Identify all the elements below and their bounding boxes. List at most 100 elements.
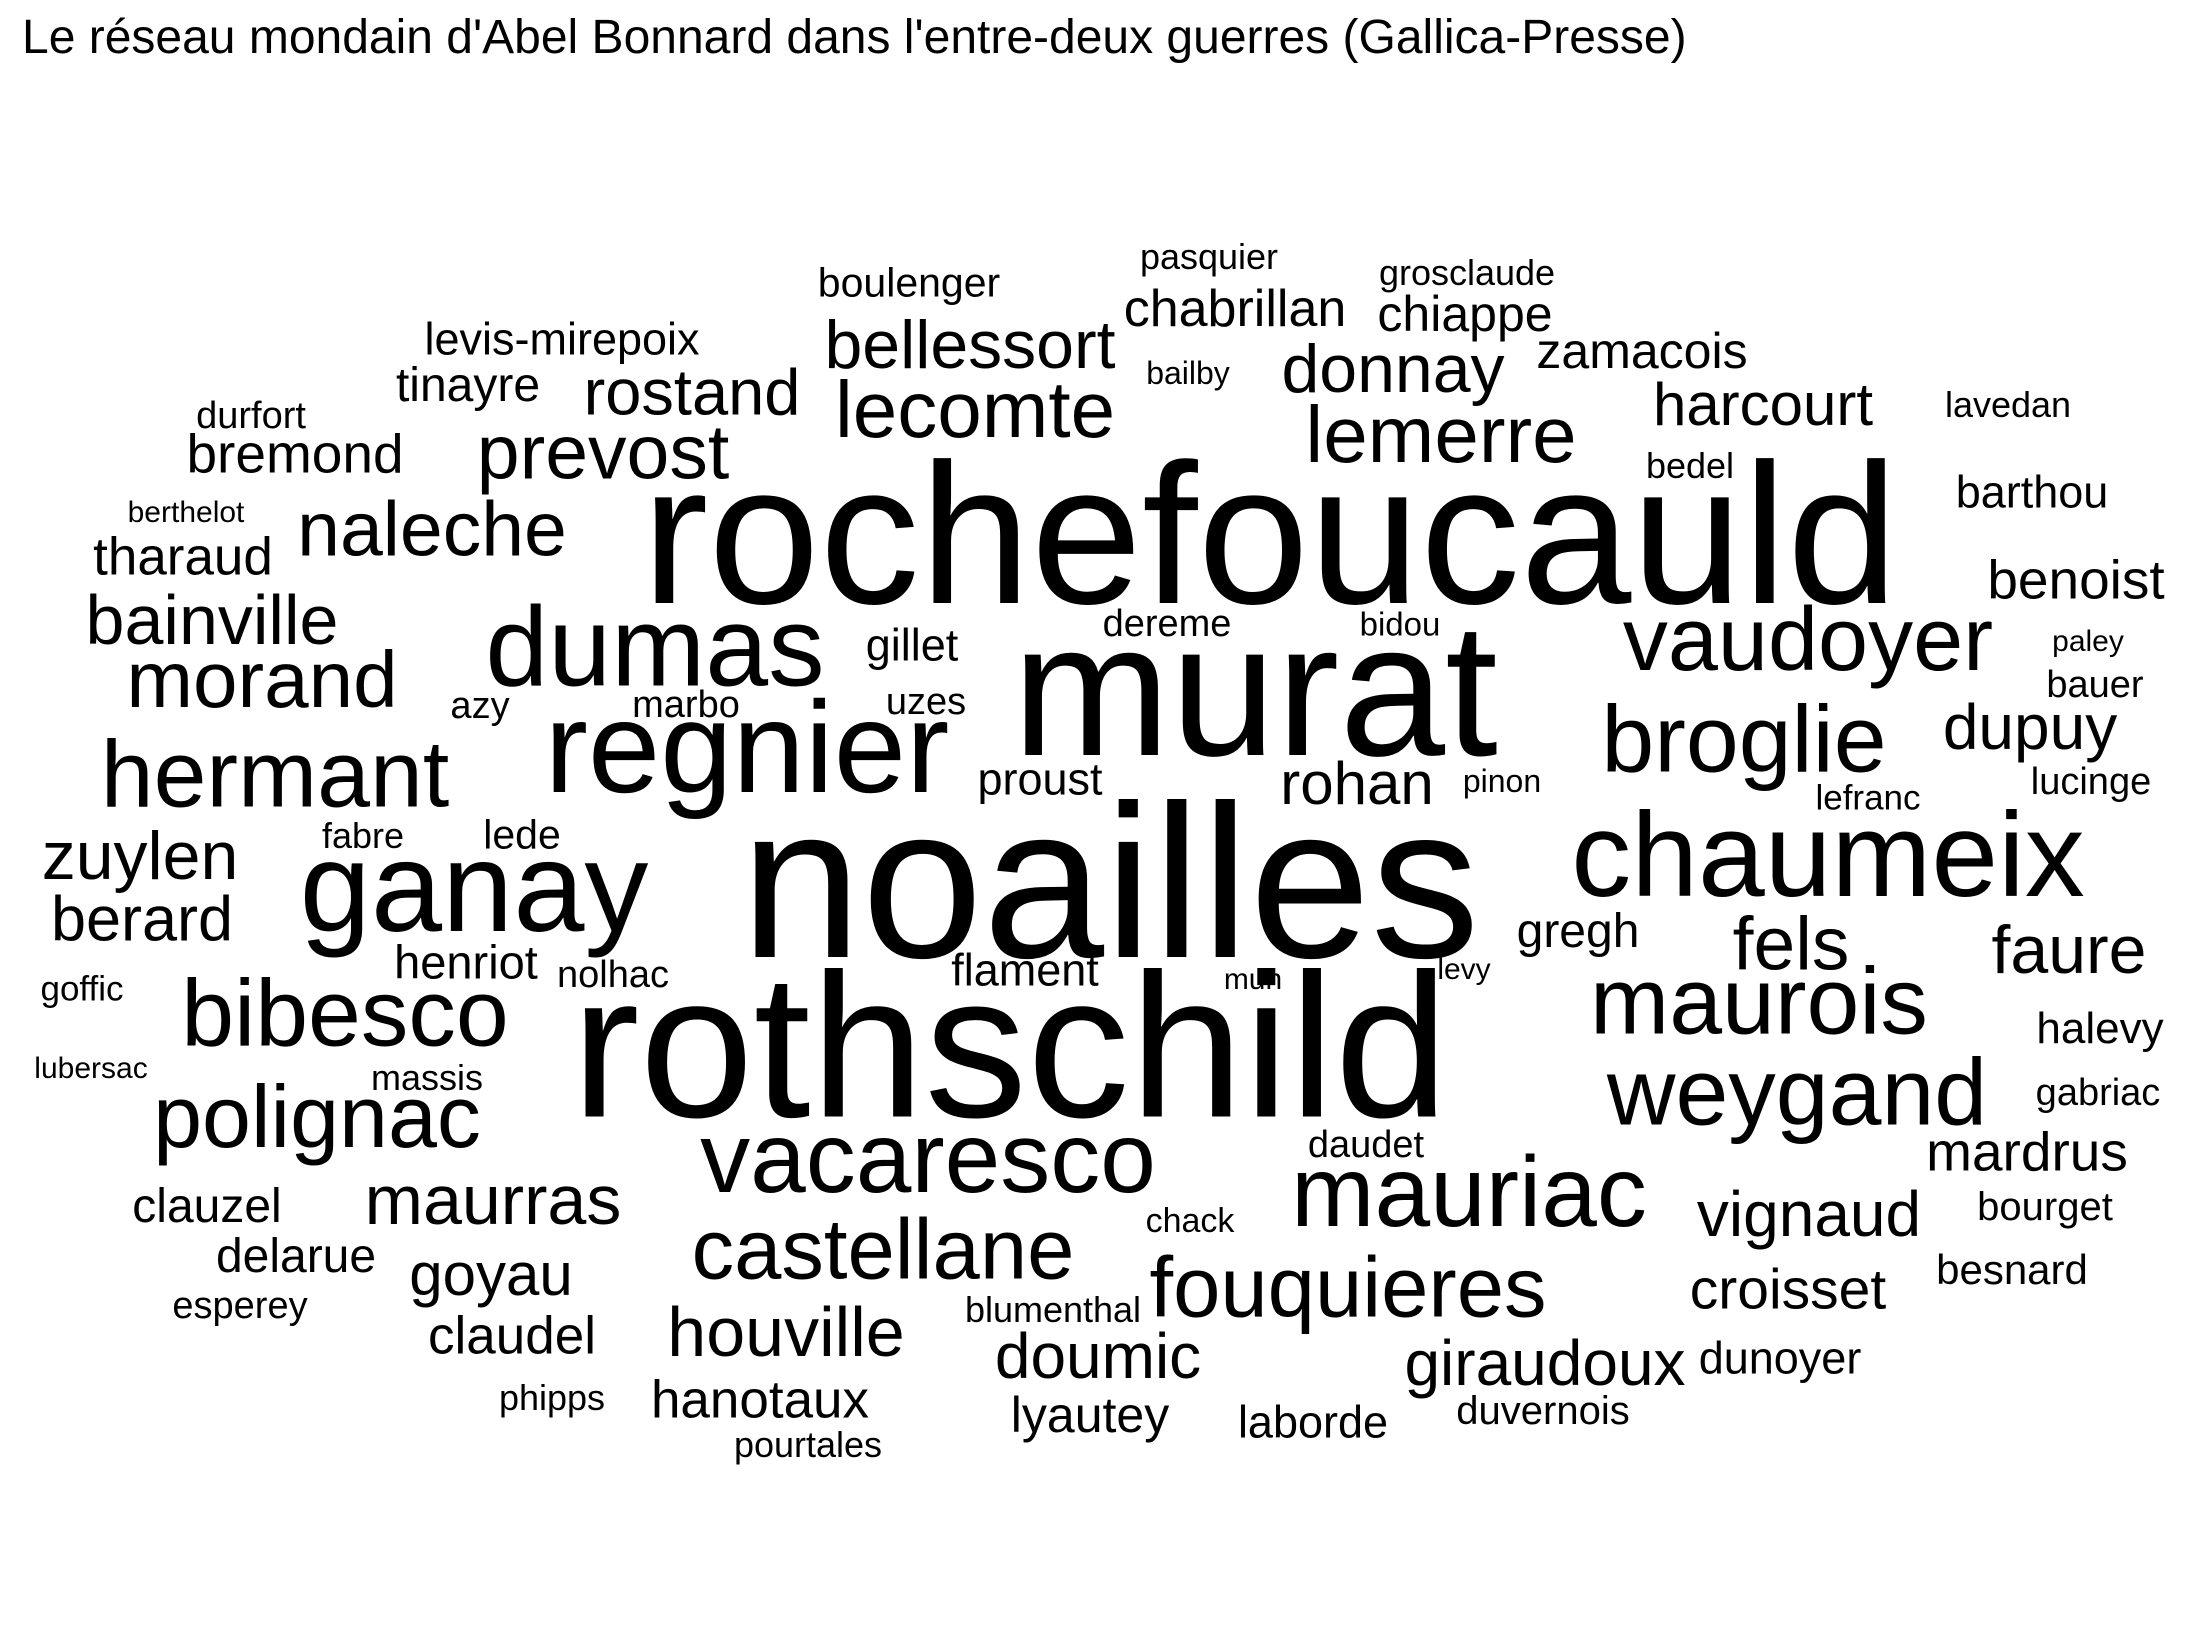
word-prevost: prevost xyxy=(476,409,730,496)
word-tinayre: tinayre xyxy=(395,359,541,412)
word-bellessort: bellessort xyxy=(824,307,1116,383)
word-halevy: halevy xyxy=(2036,1004,2164,1053)
word-bremond: bremond xyxy=(186,422,404,485)
word-goffic: goffic xyxy=(40,969,124,1009)
word-massis: massis xyxy=(370,1057,484,1098)
word-chiappe: chiappe xyxy=(1377,286,1553,342)
word-lede: lede xyxy=(483,811,561,858)
word-delarue: delarue xyxy=(215,1230,377,1283)
word-doumic: doumic xyxy=(994,1320,1202,1392)
word-dumas: dumas xyxy=(485,583,825,710)
word-blumenthal: blumenthal xyxy=(964,1289,1142,1330)
word-hermant: hermant xyxy=(100,721,450,828)
word-noailles: noailles xyxy=(740,761,1480,1004)
word-fels: fels xyxy=(1732,901,1850,986)
word-claudel: claudel xyxy=(428,1306,596,1366)
word-lecomte: lecomte xyxy=(834,365,1116,454)
word-berard: berard xyxy=(50,884,234,955)
word-chabrillan: chabrillan xyxy=(1123,280,1347,338)
word-levis-mirepoix: levis-mirepoix xyxy=(424,313,700,365)
word-mun: mun xyxy=(1223,963,1283,996)
word-henriot: henriot xyxy=(394,935,538,989)
word-gillet: gillet xyxy=(865,619,959,671)
word-faure: faure xyxy=(1991,912,2147,988)
word-esperey: esperey xyxy=(172,1285,308,1327)
word-dunoyer: dunoyer xyxy=(1698,1332,1862,1384)
word-lucinge: lucinge xyxy=(2030,761,2152,803)
word-fouquieres: fouquieres xyxy=(1149,1240,1547,1336)
word-grosclaude: grosclaude xyxy=(1378,252,1556,293)
word-rothschild: rothschild xyxy=(571,931,1449,1161)
word-rostand: rostand xyxy=(583,355,801,429)
word-lefranc: lefranc xyxy=(1815,778,1921,818)
word-vignaud: vignaud xyxy=(1696,1178,1922,1250)
word-berthelot: berthelot xyxy=(127,496,245,529)
word-flament: flament xyxy=(951,944,1099,996)
word-marbo: marbo xyxy=(632,684,740,726)
word-pourtales: pourtales xyxy=(733,1424,883,1465)
word-laborde: laborde xyxy=(1237,1396,1389,1448)
word-pinon: pinon xyxy=(1462,763,1542,799)
word-nolhac: nolhac xyxy=(557,954,669,996)
word-castellane: castellane xyxy=(691,1202,1075,1298)
word-croisset: croisset xyxy=(1689,1257,1887,1322)
word-fabre: fabre xyxy=(321,815,405,856)
word-bidou: bidou xyxy=(1359,605,1441,643)
word-weygand: weygand xyxy=(1606,1039,1988,1146)
word-zuylen: zuylen xyxy=(41,818,239,894)
word-gabriac: gabriac xyxy=(2035,1072,2161,1114)
word-tharaud: tharaud xyxy=(93,527,273,587)
word-azy: azy xyxy=(450,685,510,727)
word-bibesco: bibesco xyxy=(181,960,509,1067)
word-hanotaux: hanotaux xyxy=(650,1370,870,1430)
word-bainville: bainville xyxy=(85,581,339,659)
word-uzes: uzes xyxy=(885,681,967,723)
word-mauriac: mauriac xyxy=(1291,1136,1647,1248)
word-vaudoyer: vaudoyer xyxy=(1622,590,1994,690)
word-besnard: besnard xyxy=(1936,1246,2088,1293)
word-lubersac: lubersac xyxy=(34,1052,148,1085)
word-donnay: donnay xyxy=(1281,331,1505,407)
word-zamacois: zamacois xyxy=(1536,323,1748,379)
word-vacaresco: vacaresco xyxy=(700,1102,1156,1214)
word-paley: paley xyxy=(2052,625,2124,658)
word-proust: proust xyxy=(977,753,1103,805)
word-benoist: benoist xyxy=(1987,548,2165,611)
word-harcourt: harcourt xyxy=(1652,371,1874,438)
word-morand: morand xyxy=(126,635,398,724)
word-regnier: regnier xyxy=(544,674,950,820)
word-bauer: bauer xyxy=(2046,664,2144,706)
word-durfort: durfort xyxy=(196,395,306,437)
word-maurras: maurras xyxy=(364,1161,622,1239)
word-lemerre: lemerre xyxy=(1305,390,1577,479)
word-boulenger: boulenger xyxy=(817,259,1001,306)
page-title: Le réseau mondain d'Abel Bonnard dans l'… xyxy=(22,11,1687,64)
word-rochefoucauld: rochefoucauld xyxy=(641,423,1899,646)
word-mardrus: mardrus xyxy=(1926,1120,2128,1183)
word-bourget: bourget xyxy=(1977,1185,2113,1229)
word-clauzel: clauzel xyxy=(132,1180,282,1233)
word-murat: murat xyxy=(1012,584,1498,796)
word-duvernois: duvernois xyxy=(1456,1389,1630,1433)
word-pasquier: pasquier xyxy=(1139,236,1279,277)
word-broglie: broglie xyxy=(1601,686,1887,793)
word-phipps: phipps xyxy=(498,1377,606,1418)
word-lavedan: lavedan xyxy=(1944,384,2072,425)
word-giraudoux: giraudoux xyxy=(1404,1327,1686,1399)
word-levy: levy xyxy=(1437,953,1491,986)
word-dereme: dereme xyxy=(1102,603,1232,645)
word-polignac: polignac xyxy=(153,1067,481,1166)
word-dupuy: dupuy xyxy=(1942,691,2118,763)
word-houville: houville xyxy=(667,1293,905,1371)
word-chack: chack xyxy=(1145,1202,1235,1240)
word-rohan: rohan xyxy=(1280,750,1434,817)
word-barthou: barthou xyxy=(1955,466,2109,518)
word-lyautey: lyautey xyxy=(1010,1387,1170,1443)
word-maurois: maurois xyxy=(1590,948,1928,1055)
word-bailby: bailby xyxy=(1146,355,1230,391)
word-bedel: bedel xyxy=(1645,445,1735,486)
word-goyau: goyau xyxy=(409,1241,573,1308)
word-gregh: gregh xyxy=(1516,905,1640,958)
word-daudet: daudet xyxy=(1307,1124,1425,1166)
